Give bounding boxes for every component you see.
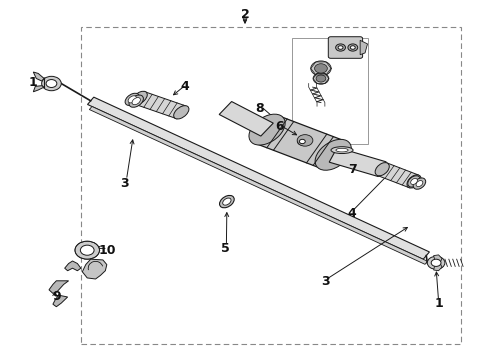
Polygon shape (434, 255, 442, 263)
Ellipse shape (416, 181, 423, 186)
Polygon shape (33, 72, 44, 81)
Polygon shape (360, 40, 368, 55)
Circle shape (311, 61, 331, 76)
Text: 4: 4 (347, 207, 356, 220)
Bar (81, 27, 461, 344)
Text: 3: 3 (321, 275, 330, 288)
Polygon shape (49, 281, 69, 293)
Circle shape (427, 256, 445, 269)
Polygon shape (33, 86, 44, 92)
Ellipse shape (331, 147, 353, 153)
FancyBboxPatch shape (328, 37, 363, 58)
Ellipse shape (315, 139, 351, 170)
Text: 8: 8 (255, 102, 264, 114)
Polygon shape (219, 102, 273, 136)
Circle shape (350, 46, 355, 49)
Circle shape (297, 135, 313, 146)
Text: 5: 5 (221, 242, 230, 255)
Circle shape (299, 139, 305, 144)
Text: 3: 3 (121, 177, 129, 190)
Circle shape (338, 46, 343, 49)
Text: 1: 1 (434, 297, 443, 310)
Ellipse shape (407, 175, 421, 188)
Bar (292, 38, 368, 144)
Polygon shape (53, 295, 68, 307)
Ellipse shape (249, 114, 285, 145)
Ellipse shape (411, 179, 417, 184)
Circle shape (431, 259, 441, 266)
Text: 7: 7 (348, 163, 357, 176)
Polygon shape (378, 163, 418, 188)
Ellipse shape (408, 176, 420, 187)
Circle shape (315, 64, 327, 73)
Circle shape (348, 44, 358, 51)
Polygon shape (329, 148, 386, 176)
Polygon shape (82, 259, 107, 279)
Ellipse shape (222, 198, 231, 205)
Ellipse shape (132, 98, 141, 105)
Polygon shape (89, 107, 428, 264)
Text: 6: 6 (275, 120, 284, 132)
Ellipse shape (220, 195, 234, 208)
Ellipse shape (125, 93, 140, 105)
Ellipse shape (173, 105, 189, 119)
Circle shape (316, 75, 326, 82)
Circle shape (75, 241, 99, 259)
Circle shape (313, 73, 329, 84)
Polygon shape (135, 91, 186, 119)
Polygon shape (65, 261, 81, 271)
Ellipse shape (132, 91, 147, 105)
Text: 2: 2 (241, 8, 249, 21)
Circle shape (46, 80, 57, 87)
Polygon shape (434, 263, 442, 271)
Circle shape (42, 76, 61, 91)
Ellipse shape (336, 148, 348, 152)
Text: 9: 9 (52, 291, 61, 303)
Text: 10: 10 (99, 244, 117, 257)
Ellipse shape (375, 163, 389, 176)
Ellipse shape (413, 178, 426, 189)
Circle shape (80, 245, 94, 255)
Polygon shape (88, 97, 429, 259)
Circle shape (297, 138, 307, 145)
Circle shape (336, 44, 345, 51)
Text: 1: 1 (29, 76, 38, 89)
Ellipse shape (129, 95, 144, 107)
Text: 4: 4 (181, 80, 190, 93)
Polygon shape (257, 115, 343, 169)
Ellipse shape (128, 96, 137, 103)
